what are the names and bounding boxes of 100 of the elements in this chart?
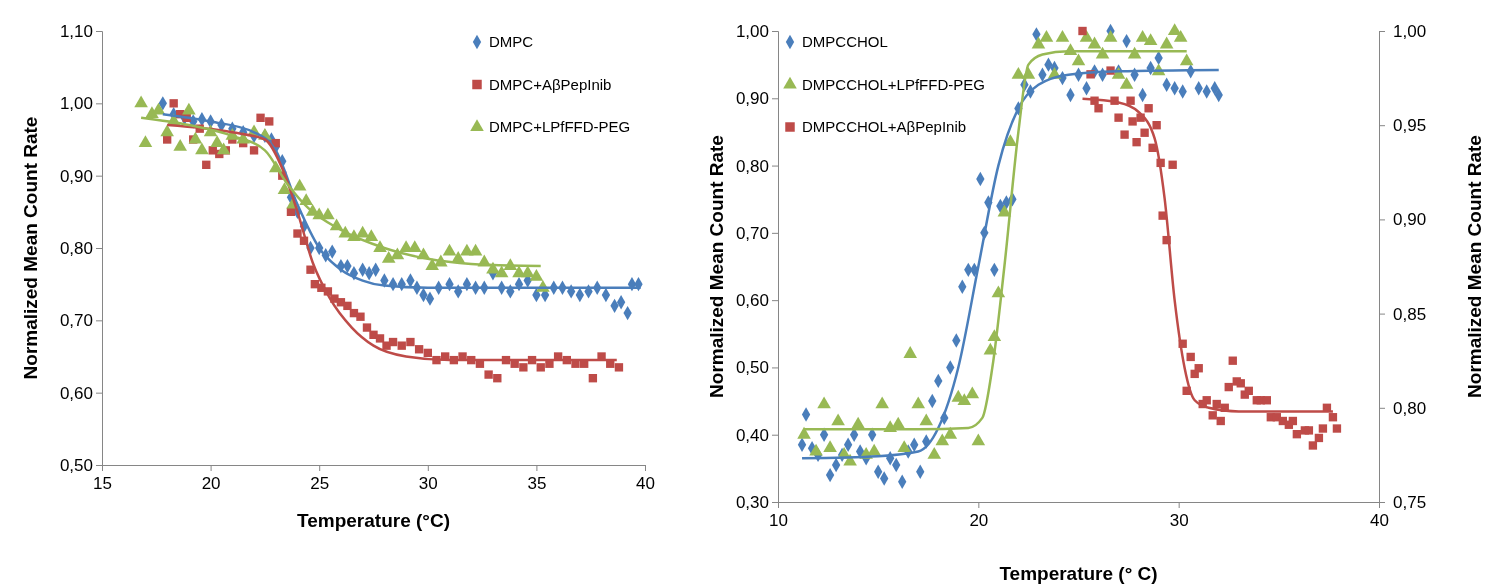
point [911,396,926,409]
point [210,135,224,148]
point [293,229,302,238]
point [529,269,544,281]
point [493,374,502,383]
point [1318,424,1328,433]
point [891,416,905,429]
point [188,131,203,144]
y-tick-label: 0,80 [735,156,769,176]
legend-label: DMPC [489,33,534,51]
point [265,117,274,126]
point [414,345,424,354]
point [169,99,178,108]
point [134,95,148,108]
y2-tick-label: 1,00 [1393,21,1427,41]
point [423,348,432,358]
point [903,346,918,358]
point [831,413,845,426]
x-tick-label: 40 [636,474,655,494]
point [1143,33,1158,46]
point [1186,352,1195,362]
legend-label: DMPC+LPfFFD-PEG [489,118,631,136]
point [494,265,509,278]
point [817,396,831,409]
point [362,323,372,332]
point [406,337,415,347]
point [1078,26,1087,36]
point [971,433,986,446]
point [875,396,889,409]
point [1003,134,1018,146]
point [1262,396,1271,405]
point [1304,426,1314,435]
point [1011,66,1026,79]
x-tick-label: 40 [1370,511,1389,531]
point [519,363,528,372]
y2-tick-label: 0,90 [1393,210,1427,230]
point [216,142,231,155]
point [965,386,980,399]
point [1168,160,1177,169]
point [292,178,307,191]
point [1135,29,1150,42]
point [1173,29,1188,42]
point [1119,76,1134,89]
point [1224,382,1233,392]
point [1140,128,1149,137]
y-tick-label: 0,60 [735,291,769,311]
point [1126,96,1135,105]
legend-label: DMPCCHOL+AβPepInib [802,118,967,136]
y-tick-label: 0,90 [59,166,93,186]
point [306,265,315,274]
y-tick-label: 0,70 [735,223,769,243]
point [388,337,398,347]
legend-label: DMPCCHOL [802,33,888,51]
y-tick-label: 1,00 [735,21,769,41]
point [442,243,457,256]
point [249,146,259,155]
point [867,443,881,456]
point [1208,411,1217,420]
point [997,204,1012,217]
x-axis-title: Temperature (°C) [297,510,450,531]
point [321,207,335,220]
point [364,229,379,242]
point [935,433,950,446]
point [1132,137,1141,147]
point [1228,356,1237,365]
point [823,440,837,453]
point [1332,424,1342,433]
point [1216,416,1225,426]
point [425,258,439,271]
point [957,393,972,405]
y2-tick-label: 0,85 [1393,304,1427,324]
point [588,374,598,383]
x-tick-label: 20 [201,474,221,494]
point [1071,53,1086,66]
point [851,416,865,429]
y2-axis-title: Normalized Mean Count Rate [1463,135,1485,398]
point [138,135,153,148]
y-tick-label: 0,80 [59,238,93,258]
point [1039,29,1054,42]
point [486,261,500,274]
point [160,124,174,137]
point [1144,104,1153,113]
legend-label: DMPC+AβPepInib [489,75,612,93]
y-tick-label: 0,40 [735,425,769,445]
point [343,301,352,311]
point [1158,211,1167,220]
point [1114,113,1123,122]
point [1179,53,1194,66]
y-tick-label: 1,00 [59,94,93,114]
point [256,113,265,122]
point [1128,117,1137,126]
point [1212,399,1221,409]
point [1308,441,1318,450]
point [1328,413,1338,422]
point [520,265,535,278]
x-axis-title: Temperature (° C) [999,563,1158,584]
point [919,413,934,426]
point [1159,36,1174,49]
y-tick-label: 0,50 [59,455,93,475]
y-tick-label: 0,60 [59,383,93,403]
